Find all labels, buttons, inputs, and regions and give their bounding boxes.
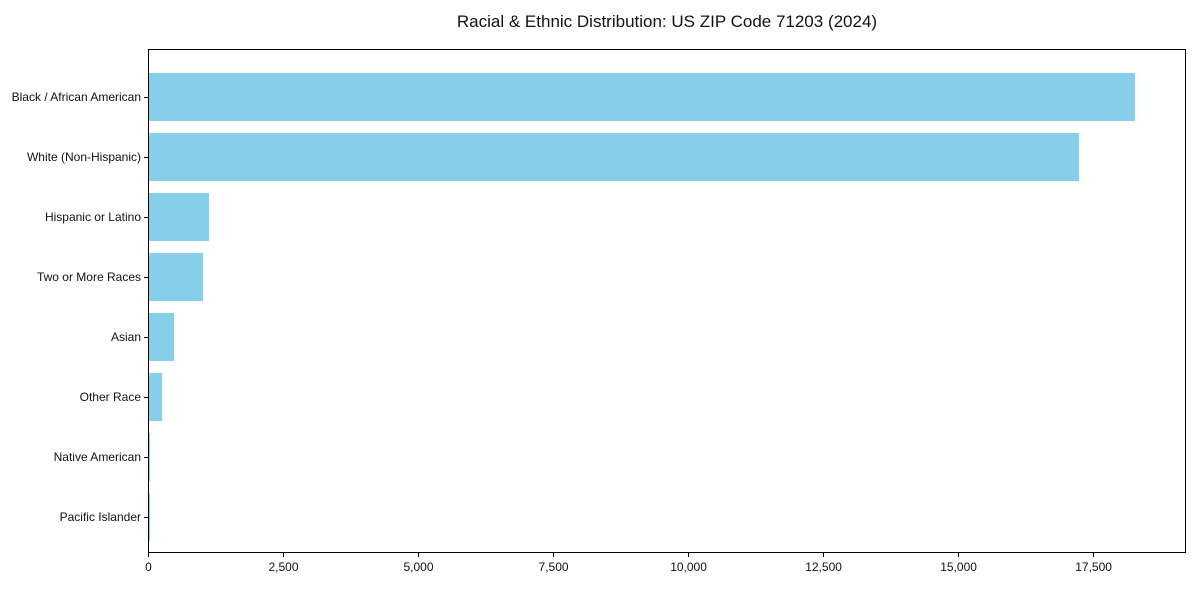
y-axis-label: Two or More Races [36,270,141,284]
y-axis-tick [144,217,148,218]
bar-native-american [149,433,151,481]
x-axis-tick-label: 7,500 [538,560,569,574]
x-axis-tick [688,553,690,557]
y-axis-label: Native American [53,450,141,464]
x-axis-tick [958,553,960,557]
y-axis-tick [144,337,148,338]
x-axis-tick [283,553,284,557]
y-axis-label: Asian [110,330,141,344]
x-axis-tick-label: 5,000 [403,560,434,574]
x-axis-tick-label: 17,500 [1075,560,1112,574]
y-axis-label: White (Non-Hispanic) [26,150,141,164]
plot-area [148,49,1186,553]
x-axis-tick [553,553,555,557]
y-axis-tick [144,397,148,398]
x-axis-tick-label: 10,000 [670,560,707,574]
bar-hispanic-or-latino [149,193,209,241]
y-axis-tick [144,517,148,518]
bar-other-race [149,373,162,421]
y-axis-tick [144,457,148,458]
x-axis-tick-label: 12,500 [805,560,842,574]
x-axis-tick [1093,553,1095,557]
x-axis-tick-label: 15,000 [940,560,977,574]
x-axis-tick-label: 2,500 [268,560,299,574]
bar-asian [149,313,174,361]
bar-two-or-more-races [149,253,203,301]
x-axis-tick-label: 0 [145,560,152,574]
y-axis-label: Pacific Islander [59,510,141,524]
y-axis-tick [144,97,148,98]
y-axis-label: Other Race [79,390,141,404]
bar-black-african-american [149,73,1136,121]
y-axis-label: Black / African American [11,90,141,104]
x-axis-tick [148,553,149,557]
x-axis-tick [823,553,825,557]
x-axis-tick [418,553,420,557]
y-axis-tick [144,277,148,278]
y-axis-label: Hispanic or Latino [44,210,141,224]
bar-white-non-hispanic [149,133,1079,181]
y-axis-tick [144,157,148,158]
chart-title: Racial & Ethnic Distribution: US ZIP Cod… [456,12,878,31]
